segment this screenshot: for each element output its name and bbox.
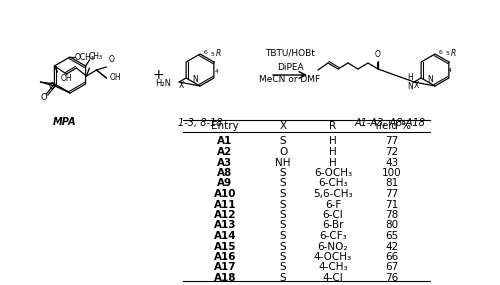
- Text: +: +: [152, 68, 164, 82]
- Text: 6-CH₃: 6-CH₃: [318, 178, 348, 188]
- Text: S: S: [280, 252, 286, 262]
- Text: 42: 42: [386, 241, 398, 251]
- Text: O: O: [48, 82, 56, 91]
- Text: A9: A9: [218, 178, 232, 188]
- Text: A18: A18: [214, 273, 236, 283]
- Text: 80: 80: [386, 221, 398, 231]
- Text: OCH₃: OCH₃: [75, 52, 95, 62]
- Text: A10: A10: [214, 189, 236, 199]
- Text: OH: OH: [60, 74, 72, 83]
- Text: 67: 67: [386, 262, 398, 272]
- Text: A8: A8: [218, 168, 232, 178]
- Text: R: R: [451, 49, 456, 58]
- Text: A2: A2: [218, 147, 232, 157]
- Text: 6-Cl: 6-Cl: [322, 210, 344, 220]
- Text: 6-Br: 6-Br: [322, 221, 344, 231]
- Text: A17: A17: [214, 262, 236, 272]
- Text: X: X: [280, 121, 286, 131]
- Text: X: X: [179, 81, 184, 90]
- Text: 76: 76: [386, 273, 398, 283]
- Text: OH: OH: [110, 74, 121, 82]
- Text: MeCN or DMF: MeCN or DMF: [260, 76, 320, 84]
- Text: 81: 81: [386, 178, 398, 188]
- Text: TBTU/HOBt: TBTU/HOBt: [265, 48, 315, 58]
- Text: 43: 43: [386, 158, 398, 168]
- Text: O: O: [40, 93, 46, 101]
- Text: Entry: Entry: [211, 121, 239, 131]
- Text: MPA: MPA: [53, 117, 77, 127]
- Text: 4-OCH₃: 4-OCH₃: [314, 252, 352, 262]
- Text: 4: 4: [448, 68, 452, 73]
- Text: 5: 5: [446, 51, 450, 56]
- Text: O: O: [279, 147, 287, 157]
- Text: A15: A15: [214, 241, 236, 251]
- Text: S: S: [280, 168, 286, 178]
- Text: 100: 100: [382, 168, 402, 178]
- Text: S: S: [280, 178, 286, 188]
- Text: H
N: H N: [407, 73, 413, 91]
- Text: N: N: [427, 75, 433, 84]
- Text: 5,6-CH₃: 5,6-CH₃: [313, 189, 353, 199]
- Text: A14: A14: [214, 231, 236, 241]
- Text: H: H: [329, 147, 337, 157]
- Text: A13: A13: [214, 221, 236, 231]
- Text: 77: 77: [386, 137, 398, 146]
- Text: A1-A3, A8-A18: A1-A3, A8-A18: [354, 118, 426, 128]
- Text: H₂N: H₂N: [155, 80, 171, 89]
- Text: 4-CH₃: 4-CH₃: [318, 262, 348, 272]
- Text: 71: 71: [386, 200, 398, 209]
- Text: O: O: [375, 50, 381, 59]
- Text: O: O: [108, 55, 114, 64]
- Text: A11: A11: [214, 200, 236, 209]
- Text: 6: 6: [439, 50, 443, 54]
- Text: 65: 65: [386, 231, 398, 241]
- Text: Yield %: Yield %: [373, 121, 411, 131]
- Text: R: R: [216, 49, 221, 58]
- Text: R: R: [330, 121, 336, 131]
- Text: H: H: [329, 158, 337, 168]
- Text: S: S: [280, 210, 286, 220]
- Text: 4-Cl: 4-Cl: [322, 273, 344, 283]
- Text: A3: A3: [218, 158, 232, 168]
- Text: A16: A16: [214, 252, 236, 262]
- Text: S: S: [280, 221, 286, 231]
- Text: 6-NO₂: 6-NO₂: [318, 241, 348, 251]
- Text: 6-CF₃: 6-CF₃: [319, 231, 347, 241]
- Text: S: S: [280, 241, 286, 251]
- Text: 4: 4: [215, 69, 219, 74]
- Text: 6-OCH₃: 6-OCH₃: [314, 168, 352, 178]
- Text: S: S: [280, 231, 286, 241]
- Text: 5: 5: [211, 52, 215, 57]
- Text: 78: 78: [386, 210, 398, 220]
- Text: CH₃: CH₃: [88, 52, 102, 61]
- Text: X: X: [414, 81, 419, 90]
- Text: 6-F: 6-F: [325, 200, 341, 209]
- Text: DiPEA: DiPEA: [276, 62, 303, 72]
- FancyArrowPatch shape: [273, 72, 306, 78]
- Text: 72: 72: [386, 147, 398, 157]
- Text: S: S: [280, 137, 286, 146]
- Text: NH: NH: [275, 158, 291, 168]
- Text: 77: 77: [386, 189, 398, 199]
- Text: 66: 66: [386, 252, 398, 262]
- Text: S: S: [280, 200, 286, 209]
- Text: S: S: [280, 189, 286, 199]
- Text: S: S: [280, 262, 286, 272]
- Text: H: H: [329, 137, 337, 146]
- Text: N: N: [192, 75, 198, 84]
- Text: S: S: [280, 273, 286, 283]
- Text: A1: A1: [218, 137, 232, 146]
- Text: 1-3, 8-18: 1-3, 8-18: [178, 118, 222, 128]
- Text: A12: A12: [214, 210, 236, 220]
- Text: 6: 6: [204, 50, 208, 54]
